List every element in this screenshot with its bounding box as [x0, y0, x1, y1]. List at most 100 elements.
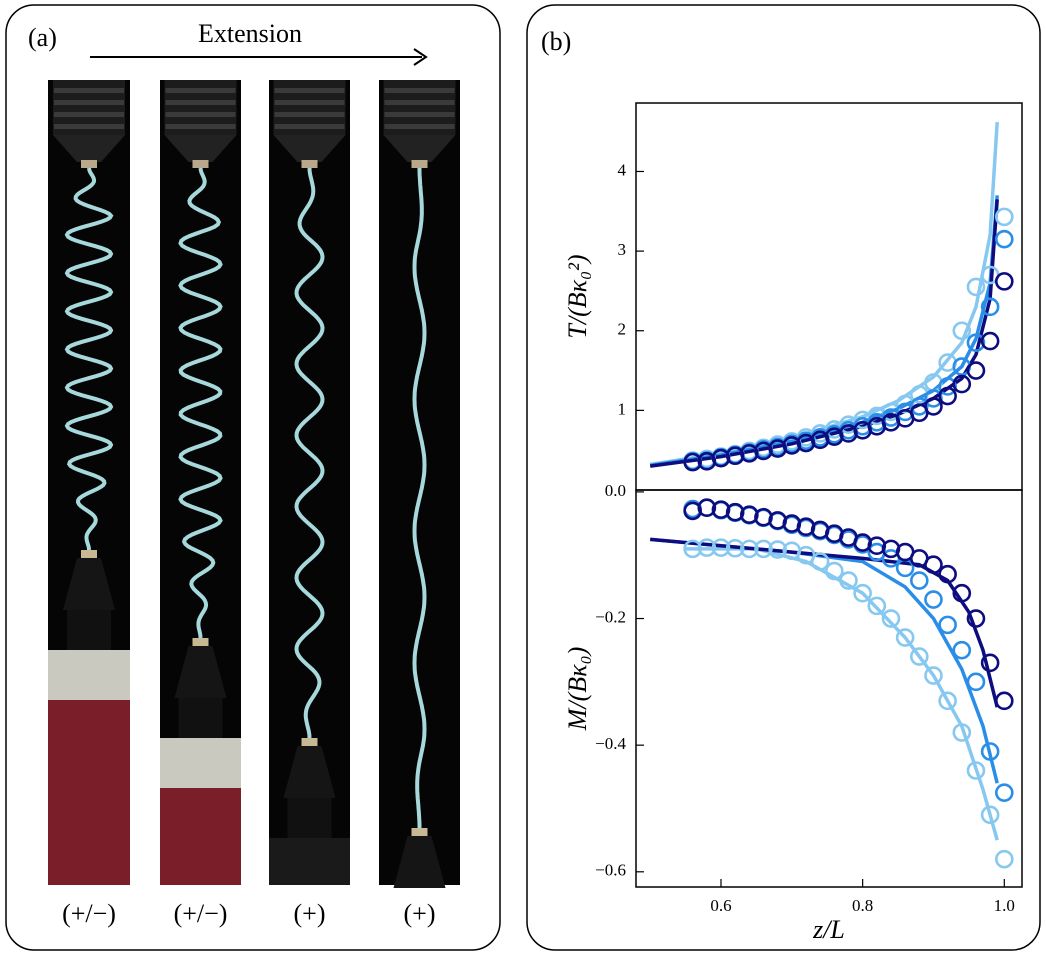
- chuck-ridge: [274, 112, 345, 117]
- fit-line: [649, 195, 999, 468]
- marker: [697, 498, 717, 518]
- chuck-tip: [164, 135, 237, 162]
- arrow-head: [413, 48, 428, 66]
- marker: [910, 571, 929, 590]
- marker: [782, 436, 802, 455]
- chuck-ridge: [274, 88, 345, 93]
- photo: [379, 80, 460, 885]
- plots: 1 2 3 4 T/(Bκ₀²) 0.0 −0.2 −0.4 −0.6 0.6 0.8 1.0 M/(B…: [563, 102, 1023, 944]
- photo-label: (+/−): [174, 899, 228, 928]
- marker: [980, 805, 1000, 825]
- panel-a-frame: [5, 4, 501, 951]
- fit-line: [649, 121, 999, 467]
- marker: [754, 539, 773, 559]
- marker: [825, 561, 844, 581]
- marker: [711, 538, 731, 557]
- y-axis-label: M/(Bκ₀): [563, 647, 592, 732]
- marker: [711, 500, 731, 519]
- marker: [683, 539, 702, 559]
- photo-label: (+/−): [62, 899, 116, 928]
- marker: [810, 552, 830, 571]
- photo-label: (+): [294, 899, 326, 928]
- marker: [952, 374, 972, 394]
- ferrule: [301, 160, 318, 168]
- marker: [924, 555, 943, 575]
- marker: [966, 361, 986, 380]
- marker: [683, 452, 702, 472]
- marker: [867, 596, 887, 616]
- clamp: [63, 558, 115, 610]
- y-tick-label: 2: [618, 320, 627, 339]
- marker: [924, 389, 943, 408]
- y-tick-label: 1: [618, 399, 627, 418]
- marker: [853, 583, 872, 603]
- marker: [966, 761, 986, 780]
- marker: [895, 394, 915, 414]
- clamp: [174, 646, 227, 698]
- marker: [768, 540, 787, 559]
- marker: [980, 331, 1000, 351]
- marker: [952, 583, 972, 603]
- chuck-ridge: [165, 124, 236, 129]
- ferrule: [192, 160, 209, 168]
- y-axis-label: T/(Bκ₀²): [563, 254, 592, 338]
- marker: [740, 539, 759, 559]
- axes-frame: [635, 489, 1023, 888]
- arrow-label: Extension: [198, 19, 302, 48]
- base: [269, 838, 350, 885]
- marker: [895, 628, 915, 647]
- filament: [178, 167, 223, 639]
- marker: [952, 723, 972, 742]
- marker: [994, 849, 1014, 869]
- ferrule: [301, 738, 318, 746]
- panel-label: (b): [541, 27, 571, 56]
- marker: [994, 229, 1014, 249]
- x-tick-label: 0.8: [852, 896, 873, 915]
- marker: [938, 615, 957, 635]
- marker: [994, 783, 1014, 802]
- photos: (+/−) (+/−) (+) (+): [48, 80, 460, 928]
- chuck-ridge: [274, 100, 345, 105]
- chuck-tip: [383, 135, 456, 162]
- x-tick-label: 0.6: [710, 896, 731, 915]
- chuck-ridge: [54, 112, 124, 117]
- marker: [910, 397, 929, 416]
- fit-line: [685, 547, 999, 841]
- chuck-ridge: [384, 124, 455, 129]
- marker: [966, 672, 986, 692]
- label-plate: [160, 788, 241, 885]
- marker: [924, 666, 943, 685]
- clamp: [393, 836, 446, 888]
- ferrule: [81, 550, 97, 558]
- y-tick-label: 0.0: [605, 481, 626, 500]
- marker: [994, 207, 1014, 227]
- marker: [966, 609, 986, 628]
- ferrule: [192, 638, 209, 646]
- marker: [938, 386, 957, 406]
- clamp: [283, 746, 336, 798]
- marker: [740, 505, 759, 524]
- marker: [938, 691, 957, 711]
- chuck-ridge: [384, 100, 455, 105]
- panel-label: (a): [28, 23, 57, 52]
- chuck-ridge: [384, 112, 455, 117]
- y-tick-label: −0.6: [595, 861, 626, 880]
- y-tick-label: −0.4: [595, 734, 626, 753]
- fit-line: [650, 537, 999, 708]
- marker: [725, 538, 745, 558]
- marker: [994, 272, 1014, 291]
- marker: [980, 742, 1000, 761]
- marker: [966, 277, 986, 297]
- fit-line: [650, 537, 999, 784]
- chuck-ridge: [54, 124, 124, 129]
- x-axis-label: z/L: [812, 915, 845, 944]
- ferrule: [81, 160, 97, 168]
- marker: [980, 653, 1000, 673]
- marker: [754, 441, 773, 461]
- y-tick-label: −0.2: [595, 607, 626, 626]
- marker: [994, 691, 1014, 711]
- marker: [952, 640, 972, 660]
- marker: [924, 590, 943, 609]
- marker: [711, 448, 731, 468]
